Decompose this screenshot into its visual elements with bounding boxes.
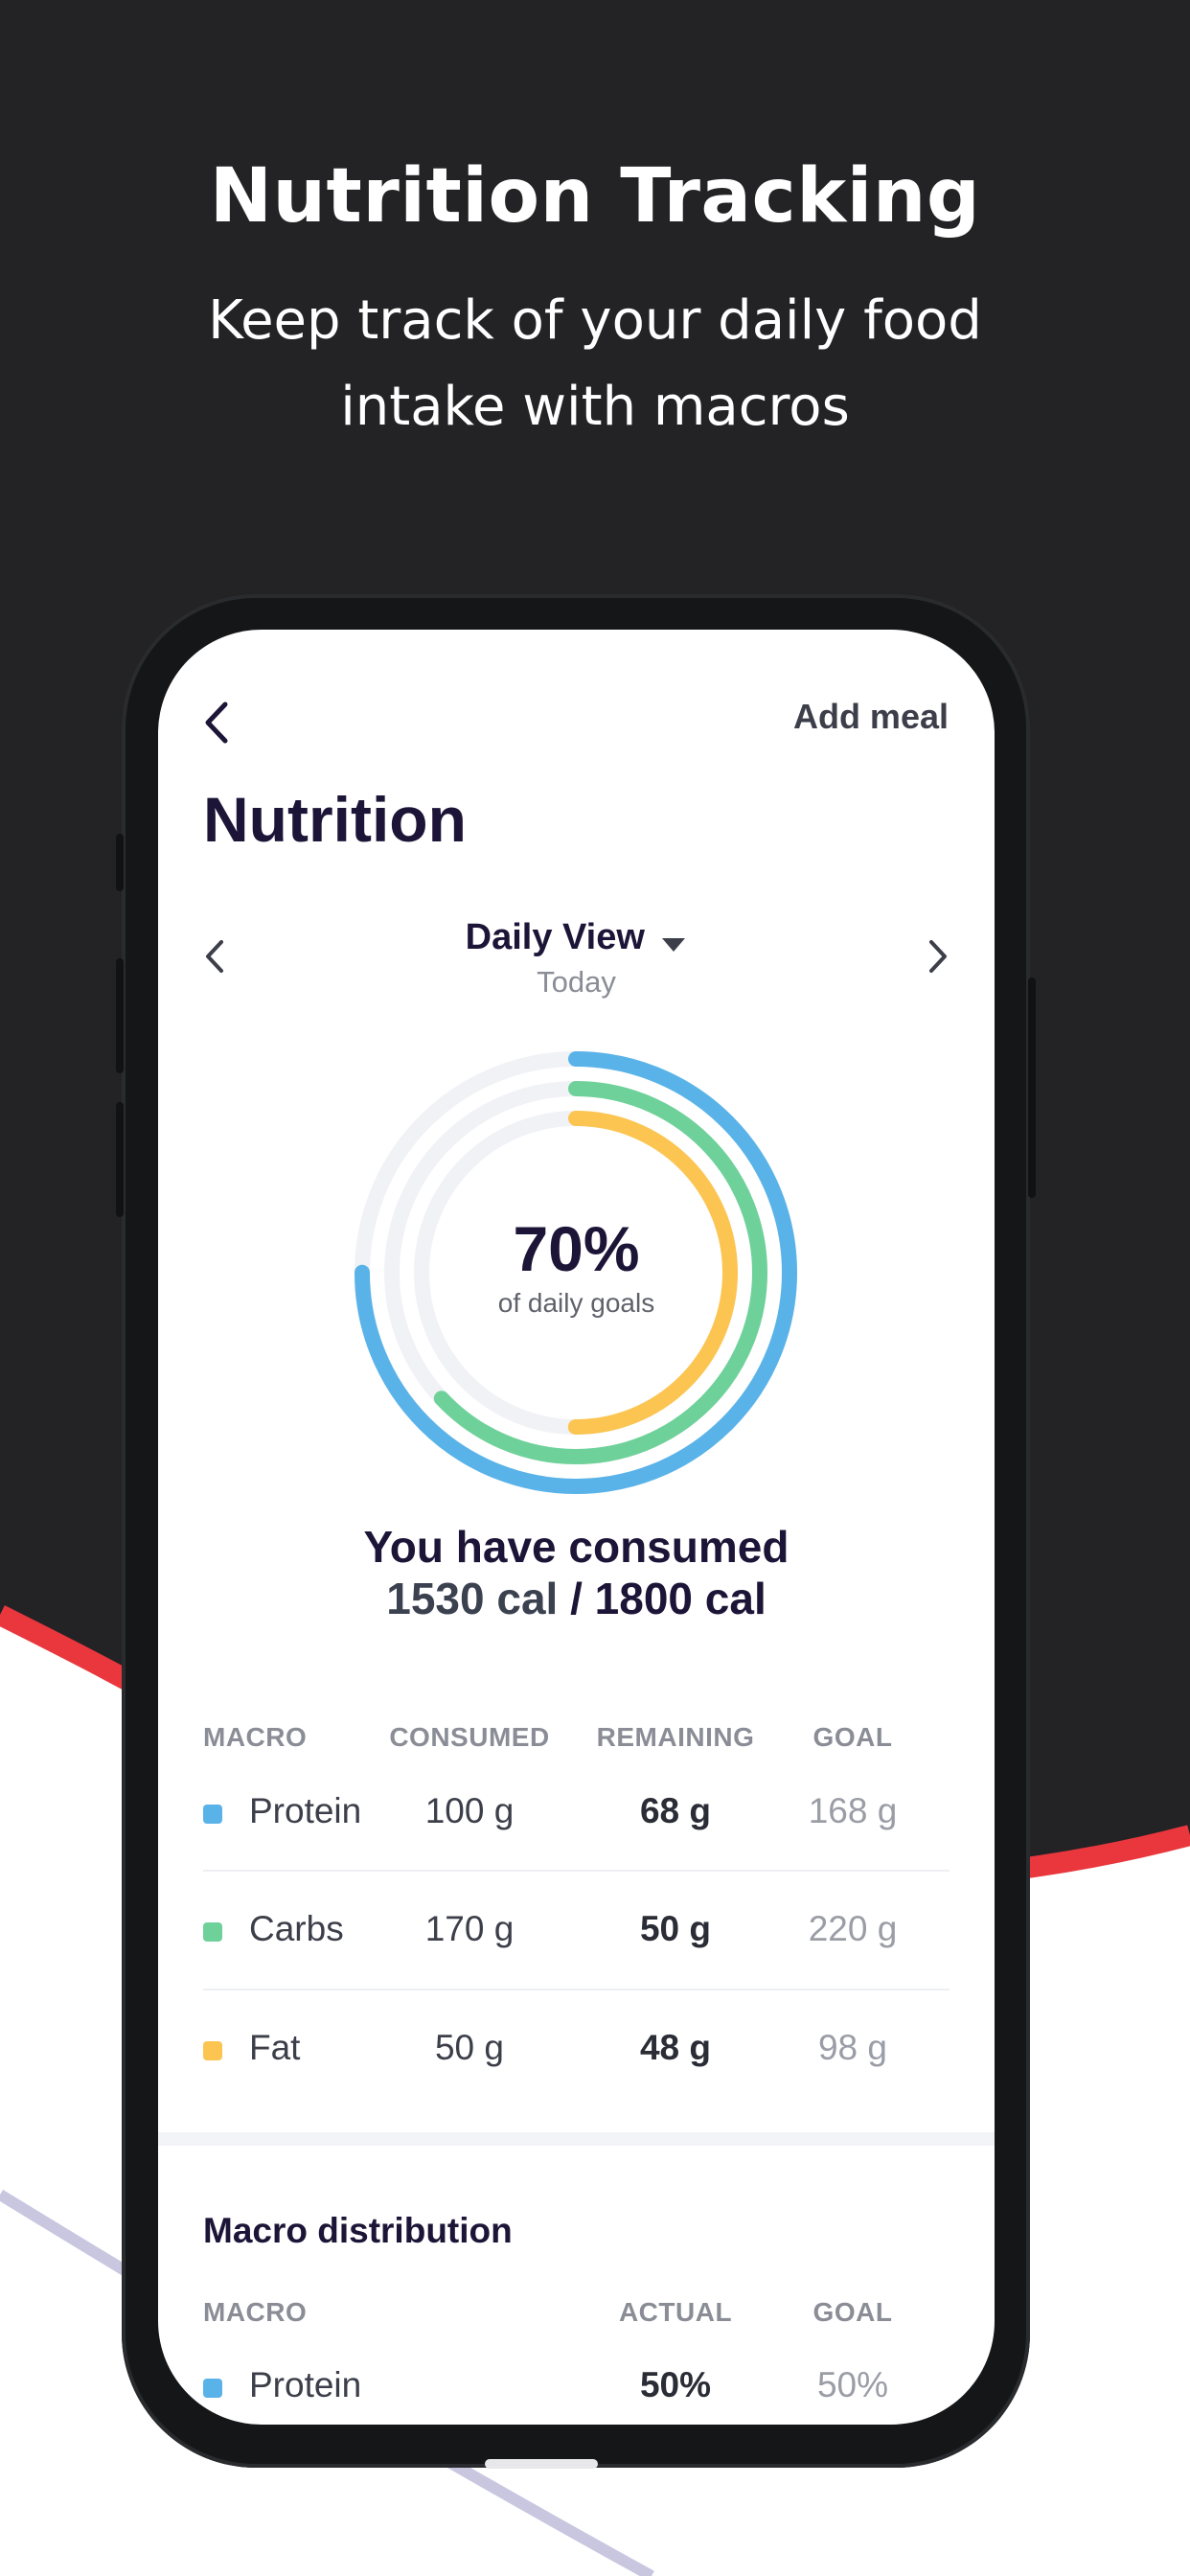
distribution-header-macro: MACRO <box>203 2297 308 2327</box>
app-screen: Add meal Nutrition Daily View Today 70% … <box>158 630 995 2425</box>
page-title: Nutrition <box>203 784 467 855</box>
consumed-heading: You have consumed <box>363 1522 790 1572</box>
calories-consumed: 1530 cal <box>386 1574 559 1623</box>
view-selector-label: Daily View <box>465 917 645 957</box>
back-icon[interactable] <box>198 699 237 747</box>
phone-volume-down <box>116 1102 124 1217</box>
column-header-consumed: CONSUMED <box>389 1722 550 1752</box>
macro-goal: 98 g <box>817 2028 887 2067</box>
macro-name: Fat <box>249 2028 301 2067</box>
distribution-header-goal: GOAL <box>812 2297 893 2327</box>
macro-row-protein: Protein 100 g 68 g 168 g <box>158 1776 995 1852</box>
macro-name: Protein <box>249 1791 362 1830</box>
macro-row-carbs: Carbs 170 g 50 g 220 g <box>158 1894 995 1970</box>
view-selector-date: Today <box>537 965 616 999</box>
goal-percent: 70% <box>513 1213 640 1284</box>
macro-consumed: 100 g <box>424 1791 515 1830</box>
ring-progress-carbs <box>384 1081 767 1464</box>
distribution-macro-name: Protein <box>249 2365 362 2404</box>
distribution-header-actual: ACTUAL <box>618 2297 733 2327</box>
next-day-icon[interactable] <box>920 934 954 978</box>
distribution-actual: 50% <box>639 2365 712 2404</box>
macro-row-fat: Fat 50 g 48 g 98 g <box>158 2012 995 2089</box>
column-header-macro: MACRO <box>203 1722 308 1752</box>
protein-color-dot <box>203 2379 222 2398</box>
column-header-goal: GOAL <box>812 1722 893 1752</box>
calorie-totals: 1530 cal / 1800 cal <box>158 1573 995 1624</box>
home-indicator <box>485 2459 598 2469</box>
section-separator <box>158 2132 995 2146</box>
macro-remaining: 68 g <box>639 1791 712 1830</box>
phone-side-button <box>116 834 124 891</box>
protein-color-dot <box>203 1805 222 1824</box>
macro-name: Carbs <box>249 1909 344 1948</box>
macro-goal: 168 g <box>808 1791 898 1830</box>
macro-consumed: 50 g <box>434 2028 504 2067</box>
macro-remaining: 50 g <box>639 1909 712 1948</box>
fat-color-dot <box>203 2041 222 2060</box>
goal-caption: of daily goals <box>497 1288 655 1318</box>
ring-progress-protein <box>355 1051 797 1494</box>
macro-distribution-title: Macro distribution <box>203 2211 513 2250</box>
subheadline-line-2: intake with macros <box>340 376 850 438</box>
macro-consumed: 170 g <box>424 1909 515 1948</box>
macro-progress-rings <box>355 1051 797 1494</box>
distribution-goal: 50% <box>816 2365 889 2404</box>
subheadline-line-1: Keep track of your daily food <box>208 289 982 352</box>
calories-separator: / <box>570 1574 583 1623</box>
macro-remaining: 48 g <box>639 2028 712 2067</box>
subheadline: Keep track of your daily food intake wit… <box>144 278 1046 450</box>
column-header-remaining: REMAINING <box>596 1722 755 1752</box>
caret-down-icon <box>662 937 686 952</box>
headline: Nutrition Tracking <box>209 153 981 240</box>
carbs-color-dot <box>203 1922 222 1942</box>
ring-progress-fat <box>414 1111 738 1435</box>
previous-day-icon[interactable] <box>198 934 233 978</box>
row-divider <box>203 1870 950 1872</box>
macro-goal: 220 g <box>808 1909 898 1948</box>
view-selector[interactable]: Daily View <box>158 917 995 958</box>
phone-volume-up <box>116 958 124 1073</box>
row-divider <box>203 1989 950 1990</box>
calories-goal: 1800 cal <box>594 1574 767 1623</box>
distribution-row-protein: Protein 50% 50% <box>158 2350 995 2425</box>
phone-power-button <box>1028 978 1036 1198</box>
add-meal-button[interactable]: Add meal <box>792 697 949 736</box>
